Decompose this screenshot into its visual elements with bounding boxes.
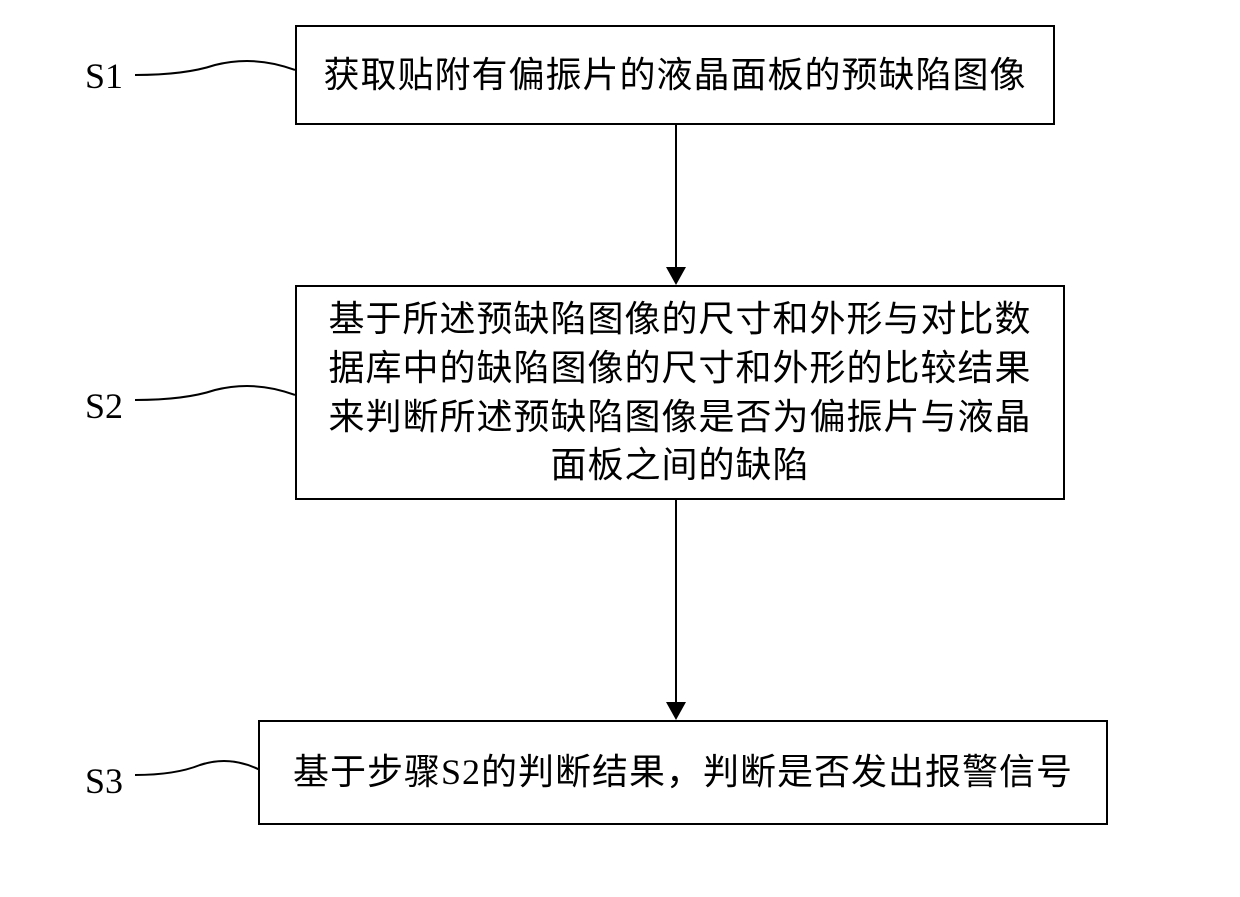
step-box-s3: 基于步骤S2的判断结果，判断是否发出报警信号	[258, 720, 1108, 825]
step-text-s1: 获取贴附有偏振片的液晶面板的预缺陷图像	[323, 51, 1026, 100]
step-text-s3: 基于步骤S2的判断结果，判断是否发出报警信号	[293, 748, 1073, 797]
label-text-s2: S2	[85, 386, 123, 426]
step-box-s1: 获取贴附有偏振片的液晶面板的预缺陷图像	[295, 25, 1055, 125]
step-box-s2: 基于所述预缺陷图像的尺寸和外形与对比数据库中的缺陷图像的尺寸和外形的比较结果来判…	[295, 285, 1065, 500]
label-text-s1: S1	[85, 56, 123, 96]
label-text-s3: S3	[85, 761, 123, 801]
label-connector-s2	[135, 380, 295, 420]
label-connector-s1	[135, 55, 295, 95]
step-label-s1: S1	[85, 55, 123, 97]
step-label-s3: S3	[85, 760, 123, 802]
step-label-s2: S2	[85, 385, 123, 427]
label-connector-s3	[135, 755, 260, 795]
arrow-s1-s2	[675, 125, 677, 285]
arrow-s2-s3	[675, 500, 677, 720]
step-text-s2: 基于所述预缺陷图像的尺寸和外形与对比数据库中的缺陷图像的尺寸和外形的比较结果来判…	[317, 295, 1043, 489]
flowchart-container: S1 获取贴附有偏振片的液晶面板的预缺陷图像 S2 基于所述预缺陷图像的尺寸和外…	[0, 0, 1240, 897]
